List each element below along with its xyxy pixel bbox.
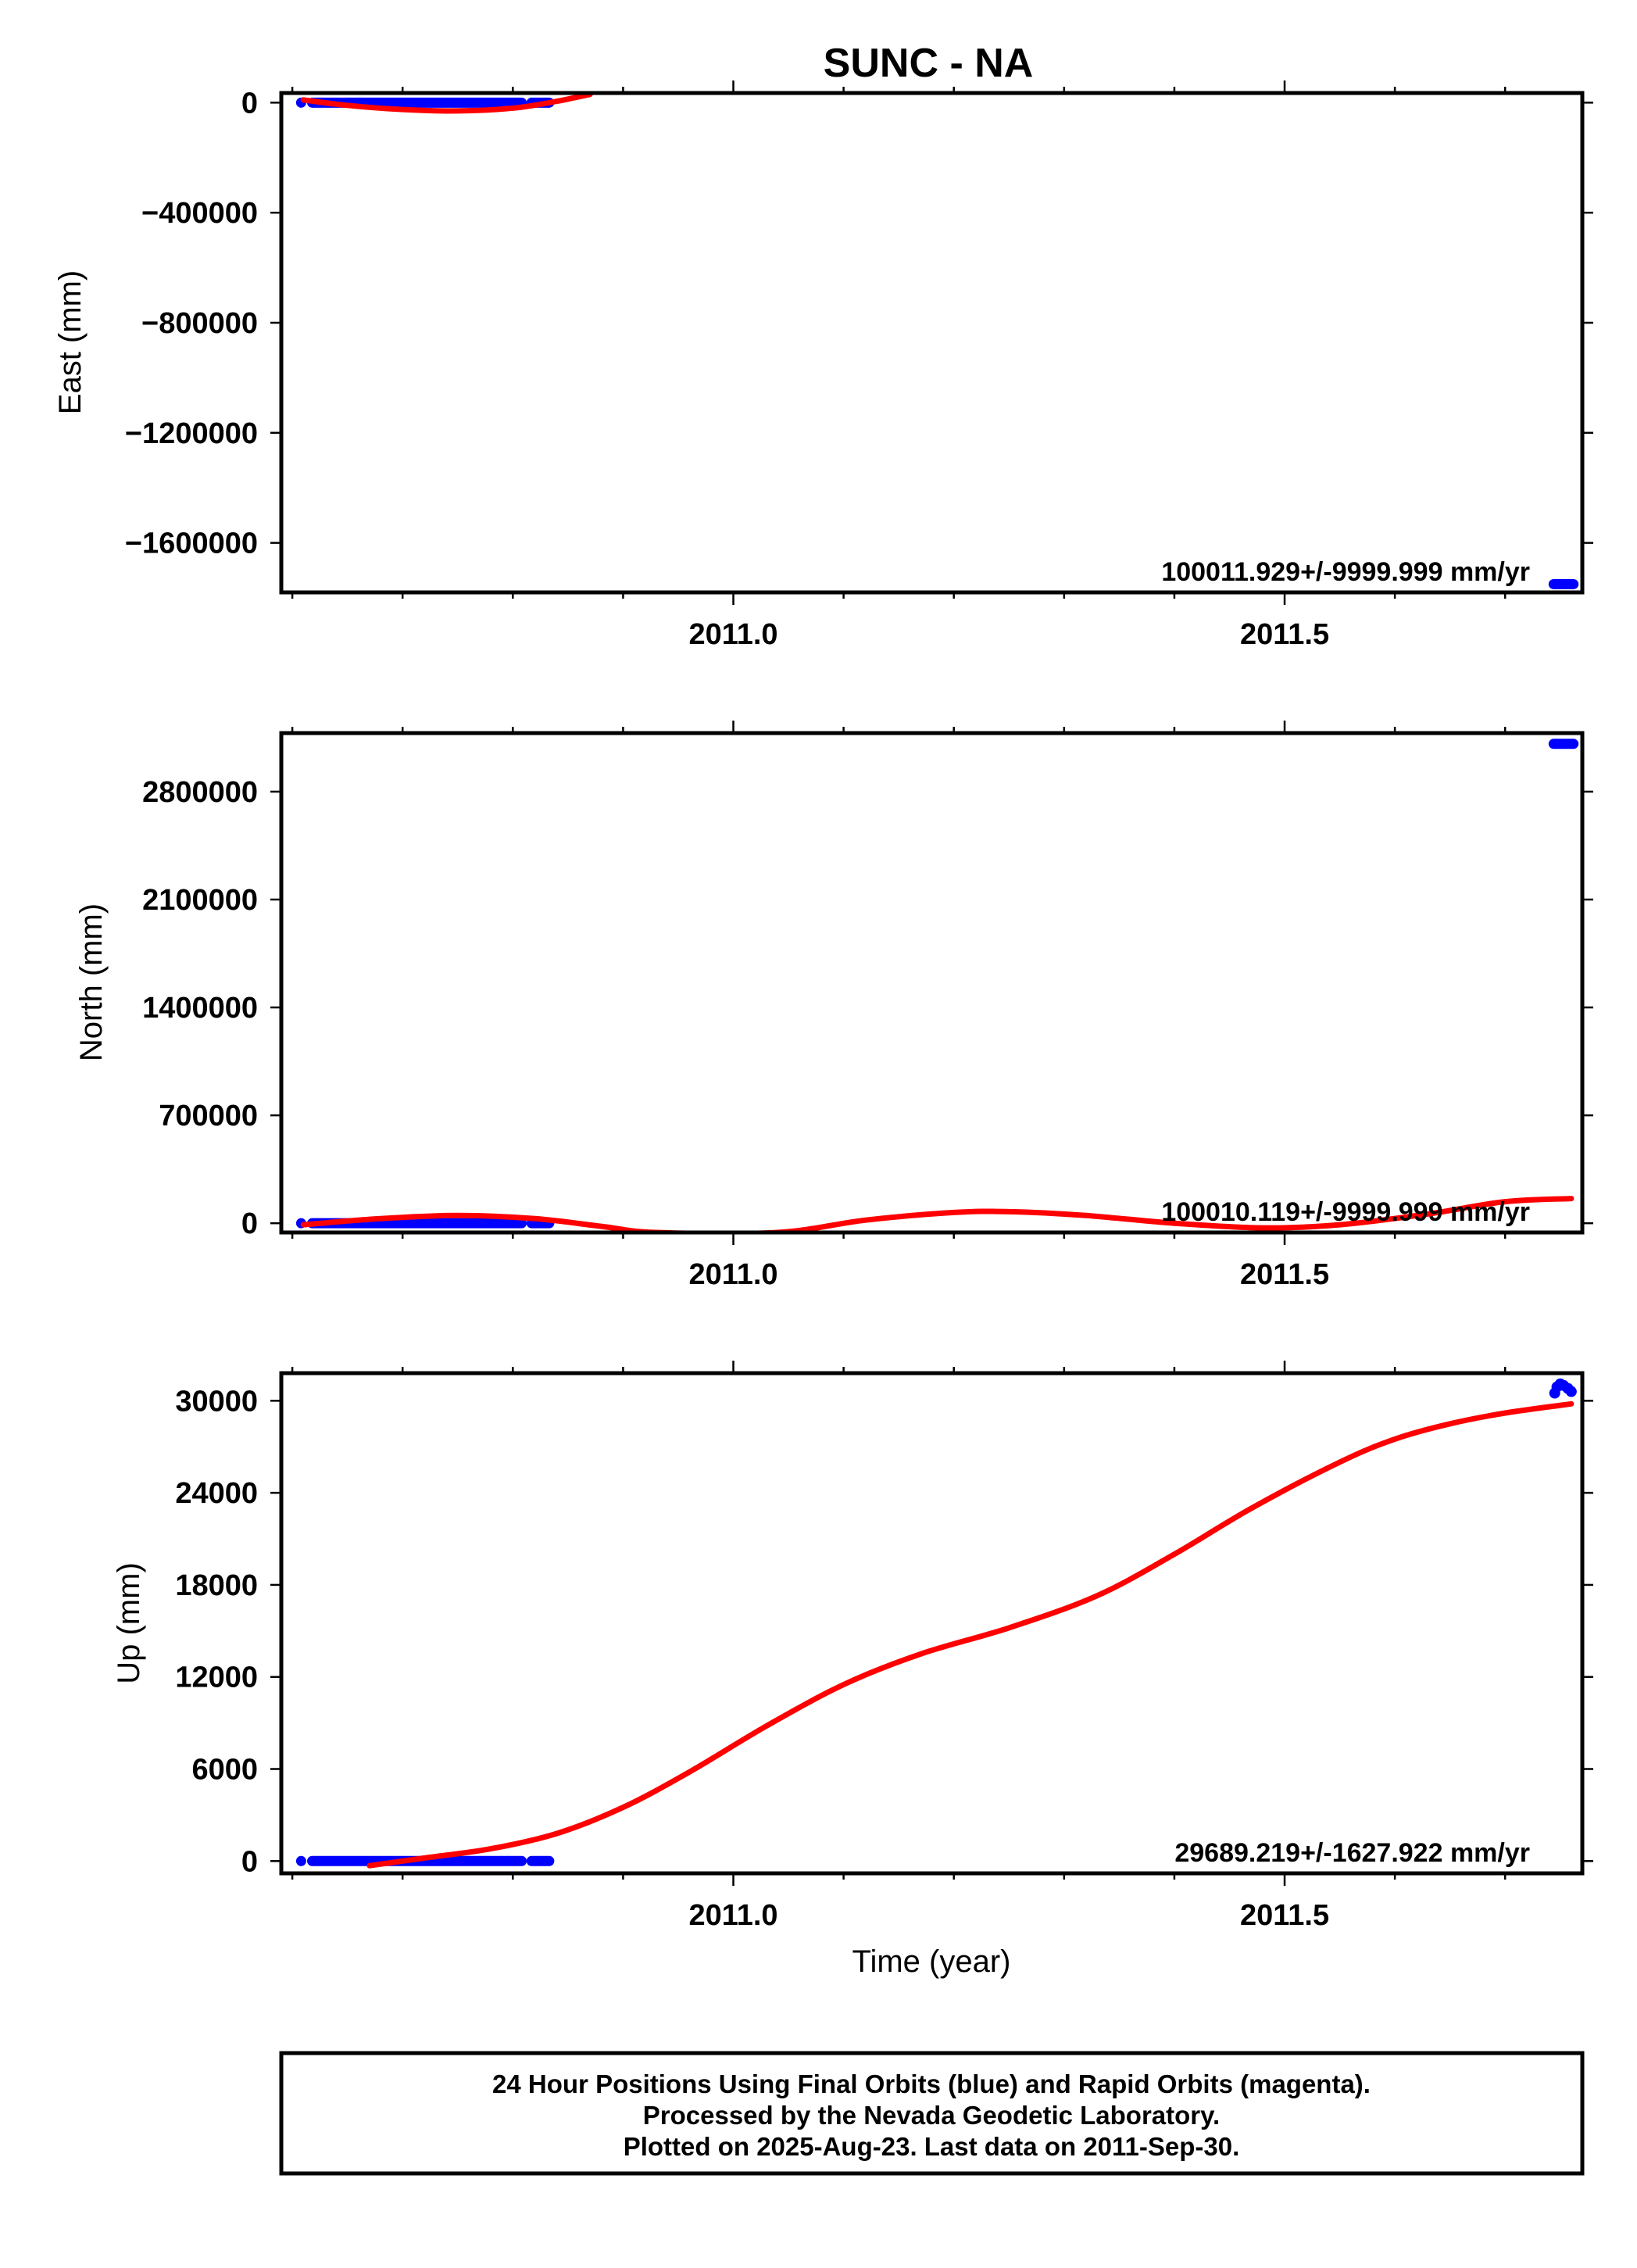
north-plot-area	[295, 739, 1579, 1232]
up-y-tick-label: 18000	[175, 1569, 258, 1602]
up-y-tick-labels: 0 6000 12000 18000 24000 30000	[175, 1385, 258, 1878]
east-y-tick-label: −1600000	[125, 528, 258, 560]
east-y-tick-label: −400000	[141, 197, 258, 230]
east-x-tick-label: 2011.5	[1240, 618, 1329, 651]
east-y-tick-label: −1200000	[125, 417, 258, 450]
up-plot-area	[295, 1378, 1577, 1869]
up-fit-line	[366, 1401, 1574, 1869]
up-y-tick-label: 12000	[175, 1662, 258, 1694]
up-frame	[279, 1371, 1585, 1876]
chart-title: SUNC - NA	[824, 41, 1034, 86]
caption-line-3: Plotted on 2025-Aug-23. Last data on 201…	[624, 2132, 1240, 2161]
north-y-tick-label: 2100000	[142, 884, 258, 917]
north-y-tick-label: 2800000	[142, 776, 258, 809]
north-x-tick-label: 2011.5	[1240, 1258, 1329, 1291]
north-y-tick-label: 700000	[159, 1100, 258, 1132]
up-x-tick-labels: 2011.0 2011.5	[688, 1899, 1329, 1932]
north-fit-line	[300, 1196, 1574, 1232]
caption-line-1: 24 Hour Positions Using Final Orbits (bl…	[492, 2069, 1371, 2098]
east-y-axis-label: East (mm)	[53, 270, 88, 414]
up-y-axis-label: Up (mm)	[112, 1562, 146, 1684]
up-data-point	[295, 1855, 306, 1866]
east-y-tick-label: −800000	[141, 307, 258, 340]
east-panel: 0−400000−800000−1200000−1600000 2011.0 20…	[53, 80, 1593, 651]
up-y-tick-label: 0	[241, 1845, 258, 1878]
east-x-tick-labels: 2011.0 2011.5	[688, 618, 1329, 651]
east-frame	[279, 91, 1585, 595]
north-rate-label: 100010.119+/-9999.999 mm/yr	[1161, 1197, 1530, 1227]
up-data-point	[1565, 1386, 1577, 1397]
caption-box	[279, 2051, 1585, 2176]
east-y-tick-label: 0	[241, 87, 258, 120]
north-y-axis-label: North (mm)	[74, 903, 109, 1061]
north-x-tick-label: 2011.0	[688, 1258, 777, 1291]
up-x-tick-label: 2011.0	[688, 1899, 777, 1932]
north-x-tick-labels: 2011.0 2011.5	[688, 1258, 1329, 1291]
east-y-tick-labels: 0 −400000 −800000 −1200000 −1600000	[125, 87, 258, 560]
east-plot-area	[295, 93, 1579, 589]
east-ticks	[270, 80, 1593, 605]
north-y-tick-label: 0	[241, 1207, 258, 1240]
north-y-tick-labels: 0 700000 1400000 2100000 2800000	[142, 776, 258, 1240]
north-frame	[279, 731, 1585, 1235]
caption-line-2: Processed by the Nevada Geodetic Laborat…	[643, 2101, 1220, 2130]
east-fit-line	[300, 93, 593, 114]
up-y-tick-label: 24000	[175, 1477, 258, 1510]
up-y-tick-label: 30000	[175, 1385, 258, 1418]
up-x-tick-label: 2011.5	[1240, 1899, 1329, 1932]
x-axis-label: Time (year)	[852, 1944, 1011, 1979]
north-y-tick-label: 1400000	[142, 992, 258, 1025]
up-rate-label: 29689.219+/-1627.922 mm/yr	[1174, 1838, 1530, 1868]
up-panel: 0 6000 12000 18000 24000 30000 2011.0 2011.5 U…	[112, 1361, 1593, 1979]
north-ticks	[270, 721, 1593, 1245]
east-x-tick-label: 2011.0	[688, 618, 777, 651]
east-rate-label: 100011.929+/-9999.999 mm/yr	[1161, 557, 1530, 587]
up-y-tick-label: 6000	[191, 1754, 258, 1787]
caption: 24 Hour Positions Using Final Orbits (bl…	[279, 2051, 1585, 2176]
